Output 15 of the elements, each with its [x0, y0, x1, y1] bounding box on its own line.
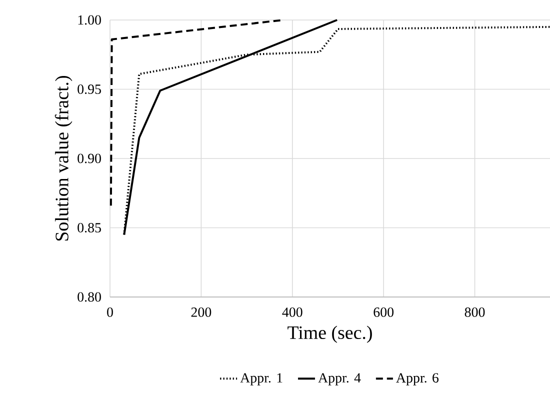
- y-tick-label: 0.90: [78, 154, 101, 164]
- x-tick-label: 0: [107, 307, 113, 317]
- y-axis-title: Solution value (fract.): [54, 76, 72, 241]
- y-tick-label: 0.85: [78, 223, 101, 232]
- legend-label: Appr. 1: [240, 373, 282, 386]
- x-tick-label: 800: [464, 307, 485, 317]
- legend-label: Appr. 4: [318, 373, 361, 386]
- legend-label: Appr. 6: [396, 373, 439, 386]
- x-tick-label: 200: [191, 307, 212, 317]
- x-tick-label: 600: [374, 307, 394, 317]
- y-tick-label: 0.95: [78, 84, 101, 94]
- y-tick-label: 1.00: [78, 15, 101, 25]
- x-axis-title: Time (sec.): [288, 326, 372, 343]
- y-tick-label: 0.80: [78, 292, 101, 302]
- x-tick-label: 400: [282, 307, 302, 317]
